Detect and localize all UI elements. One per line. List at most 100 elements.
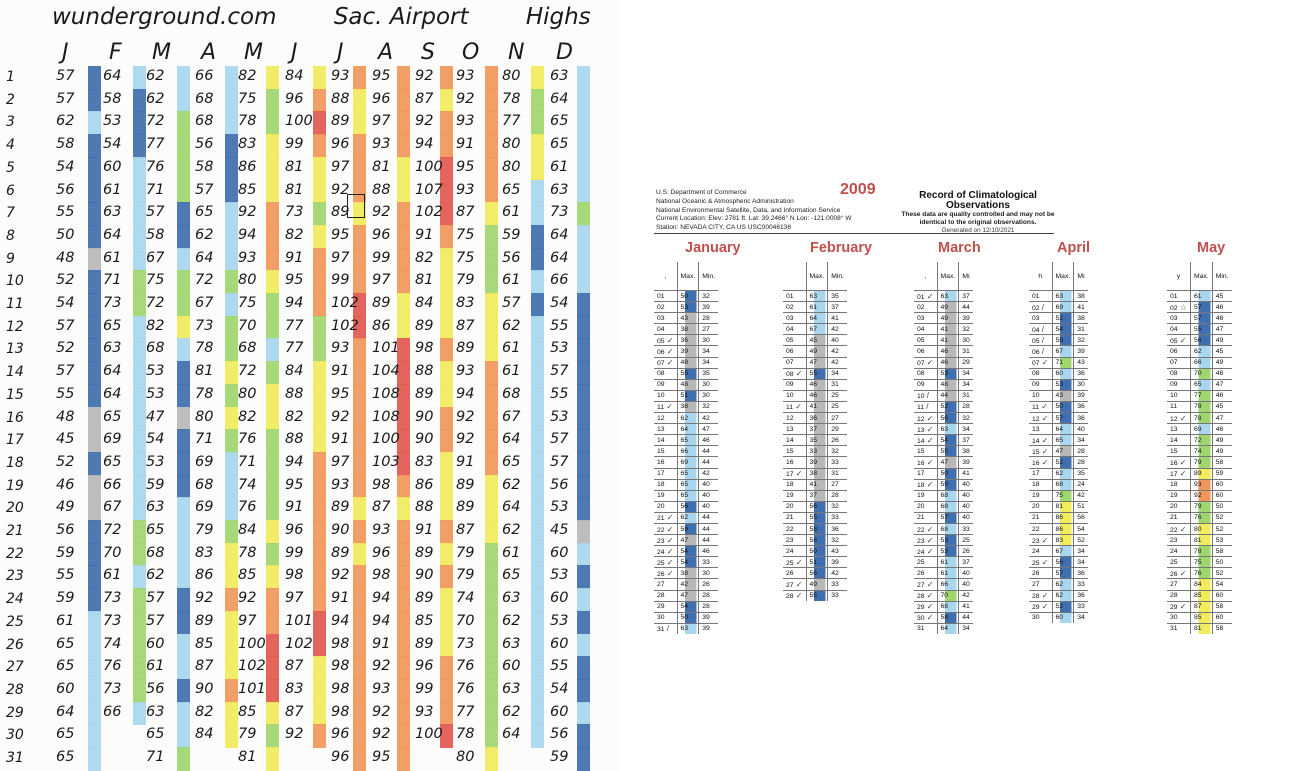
high-value: 108 [372, 408, 400, 425]
min-value: 52 [1212, 511, 1232, 524]
day-row: 25 75 50 [1167, 556, 1232, 568]
high-value: 53 [146, 385, 165, 402]
day-number: 02 ☆ [1167, 301, 1191, 313]
row-number: 12 [6, 318, 24, 335]
day-label: 08 [1170, 370, 1178, 378]
temp-color-cell [440, 565, 453, 590]
day-row: 15 66 44 [654, 445, 719, 457]
day-label: 01 [1032, 292, 1040, 300]
day-label: 02 [657, 303, 665, 311]
min-value: 31 [958, 345, 973, 358]
temp-color-cell [313, 293, 326, 317]
header-line: Station: NEVADA CITY, CA US USC00046136 [656, 224, 791, 232]
max-value: 58 [937, 611, 960, 624]
max-value: 65 [677, 434, 700, 446]
day-row: 15 74 49 [1167, 445, 1232, 457]
high-value: 94 [372, 612, 391, 629]
temp-color-cell [440, 224, 453, 249]
temp-color-cell [88, 88, 101, 113]
day-row: 27 42 26 [654, 578, 719, 591]
min-value: 53 [1212, 534, 1232, 546]
day-number: 02 [654, 301, 678, 313]
temp-color-cell [88, 565, 101, 590]
day-number: 08 [654, 367, 678, 380]
day-number: 02 [783, 301, 807, 313]
day-row: 30 50 39 [654, 611, 719, 624]
row-number: 3 [6, 114, 15, 131]
high-value: 61 [502, 204, 521, 221]
temp-color-cell [266, 520, 279, 544]
high-value: 76 [103, 658, 122, 675]
day-number: 05 ✓ [1167, 334, 1191, 346]
high-value: 96 [285, 522, 304, 538]
day-label: 19 [1032, 492, 1040, 500]
max-value: 49 [806, 345, 829, 358]
day-row: 12 36 27 [783, 412, 848, 424]
day-number: 19 [1029, 489, 1053, 502]
day-row: 23 ✓ 47 44 [654, 534, 719, 546]
day-row: 12 ✓ 56 32 [914, 412, 973, 424]
high-value: 88 [415, 363, 434, 380]
day-row: 07 47 42 [783, 356, 848, 369]
max-value: 52 [1052, 456, 1075, 468]
high-value: 79 [456, 567, 475, 584]
day-row: 05 ✓ 36 30 [654, 334, 719, 346]
min-value: 40 [698, 478, 719, 491]
temp-color-cell [313, 565, 326, 590]
max-value: 64 [806, 312, 829, 324]
temp-color-cell [313, 610, 326, 635]
temp-color-cell [313, 497, 326, 521]
temp-color-cell [133, 497, 146, 521]
high-value: 81 [415, 272, 434, 289]
day-number: 19 [654, 489, 678, 502]
temp-color-cell [485, 202, 498, 226]
temp-color-cell [577, 66, 590, 90]
high-value: 60 [550, 703, 569, 720]
high-value: 83 [238, 136, 257, 153]
month-letter-7: J [337, 40, 344, 65]
high-value: 89 [331, 113, 350, 130]
high-value: 64 [103, 68, 122, 84]
day-row: 18 ✓ 59 40 [914, 478, 973, 491]
min-value: 39 [698, 611, 719, 624]
min-value: 37 [958, 434, 973, 446]
min-value: 45 [1212, 289, 1232, 302]
day-label: 06 [786, 348, 794, 356]
high-value: 57 [502, 295, 521, 311]
high-value: 75 [146, 272, 165, 289]
temp-color-cell [88, 66, 101, 90]
high-value: 60 [502, 658, 521, 675]
max-value: 72 [1190, 434, 1213, 446]
day-header: h [1029, 262, 1053, 291]
temp-color-cell [353, 338, 366, 363]
title-station: Sac. Airport [333, 4, 469, 30]
min-value: 58 [1212, 600, 1232, 613]
max-value: 45 [806, 334, 829, 346]
min-value: 40 [958, 500, 973, 513]
day-row: 09 65 47 [1167, 378, 1232, 391]
high-value: 56 [550, 726, 569, 743]
day-label: 13 [786, 425, 794, 433]
day-label: 11 [1032, 404, 1040, 412]
temp-color-cell [485, 429, 498, 453]
check-mark: ✓ [664, 335, 674, 345]
temp-color-cell [485, 747, 498, 771]
min-value: 33 [827, 589, 848, 601]
max-value: 44 [937, 389, 960, 402]
temp-color-cell [577, 633, 590, 658]
high-value: 93 [331, 476, 350, 493]
high-value: 102 [331, 295, 359, 311]
min-value: 32 [827, 500, 848, 513]
day-label: 06 [1032, 349, 1040, 357]
min-value: 36 [1073, 400, 1088, 413]
record-note: These data are quality controlled and ma… [901, 211, 1055, 226]
temp-color-cell [577, 179, 590, 204]
max-value: 75 [1052, 489, 1075, 502]
high-value: 48 [56, 408, 75, 425]
min-value: 34 [1073, 434, 1088, 446]
high-value: 98 [331, 658, 350, 675]
max-value: 79 [1190, 500, 1213, 513]
check-mark: ✓ [1039, 413, 1049, 423]
day-number: 02 [914, 301, 938, 313]
min-value: 30 [698, 334, 719, 346]
